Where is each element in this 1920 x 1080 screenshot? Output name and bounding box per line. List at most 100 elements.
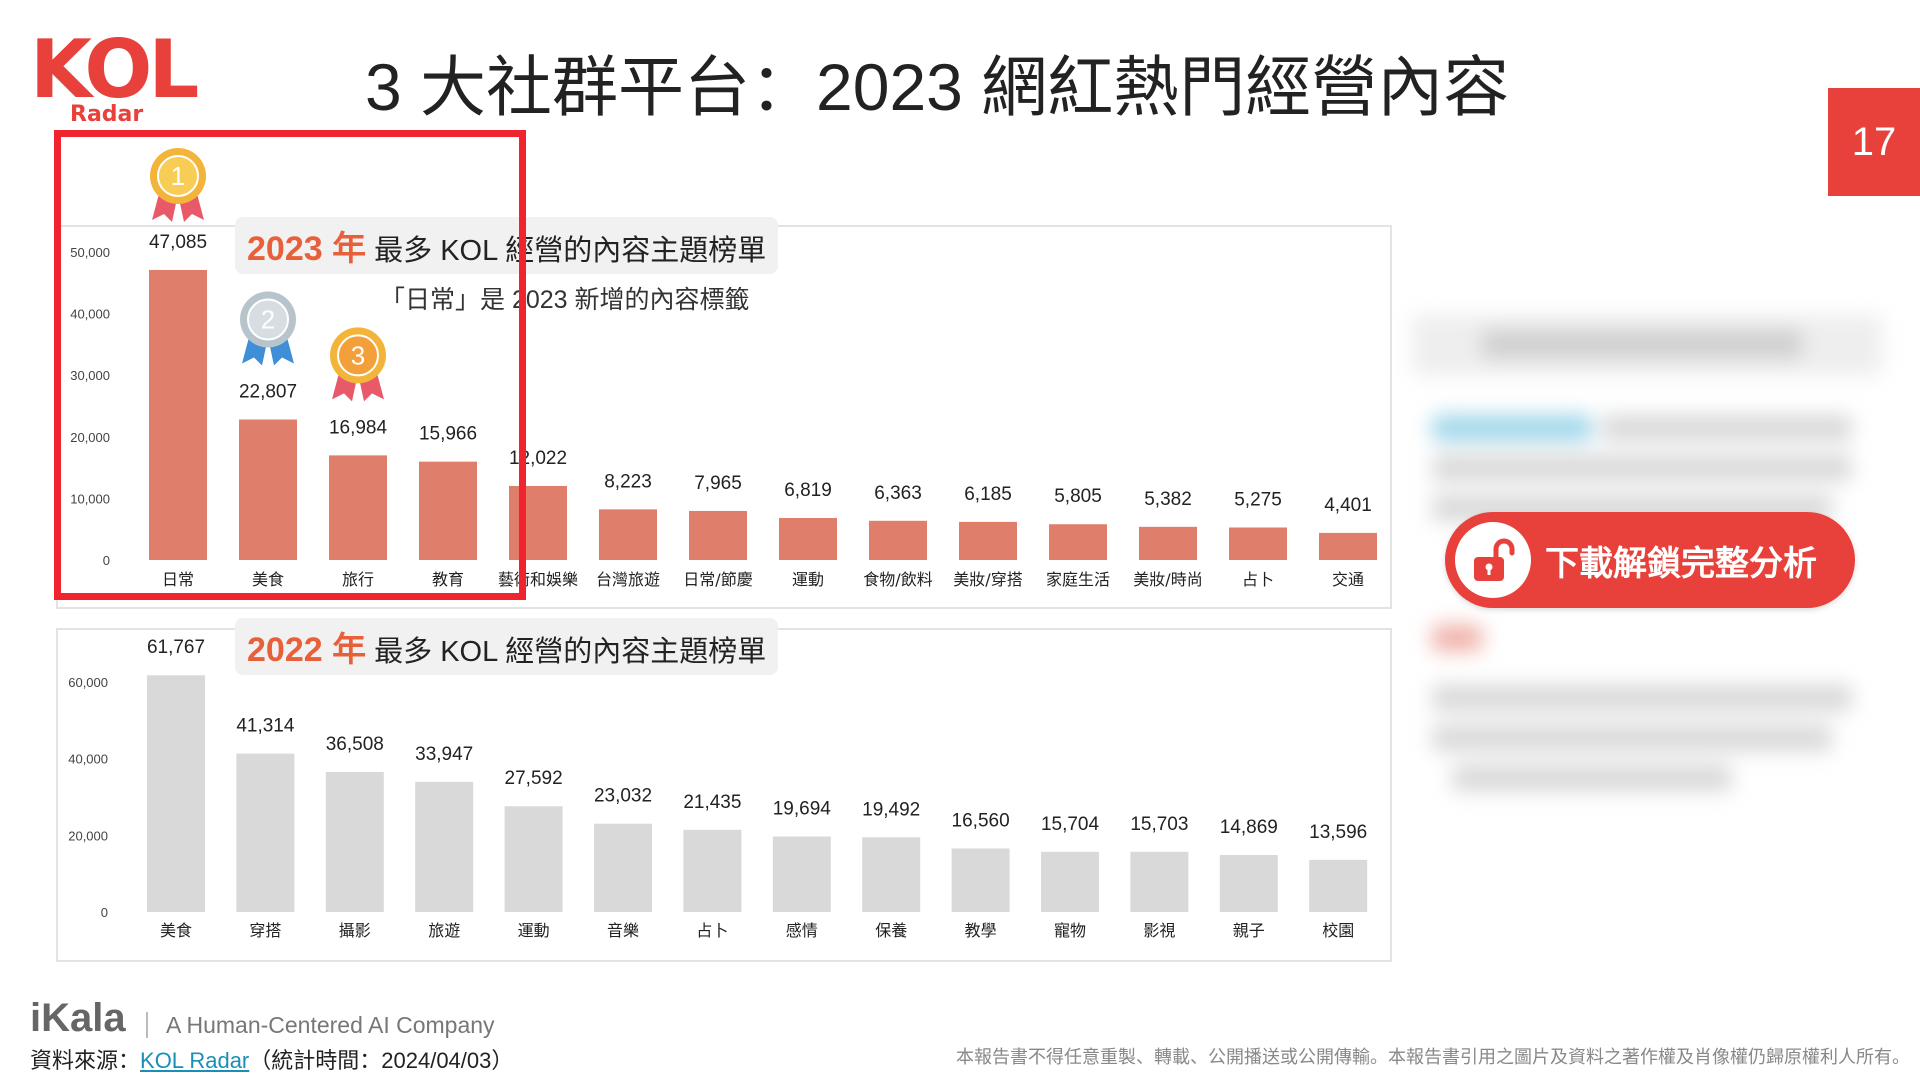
- y-tick-label: 60,000: [68, 675, 108, 690]
- data-label: 36,508: [326, 734, 384, 755]
- data-label: 6,363: [874, 483, 922, 504]
- logo-main-text: KOL: [30, 23, 199, 116]
- bar: [683, 829, 742, 912]
- blur-block: [1432, 725, 1832, 751]
- bar: [862, 837, 921, 912]
- category-label: 教學: [965, 921, 997, 940]
- data-label: 8,223: [604, 471, 652, 492]
- y-tick-label: 20,000: [70, 430, 110, 445]
- data-label: 14,869: [1220, 817, 1278, 838]
- data-label: 15,704: [1041, 814, 1100, 835]
- category-label: 音樂: [607, 921, 639, 940]
- category-label: 教育: [432, 570, 464, 589]
- source-prefix: 資料來源：: [30, 1048, 141, 1073]
- download-unlock-button[interactable]: 下載解鎖完整分析: [1445, 512, 1855, 608]
- chart-heading-year: 2023 年: [247, 230, 367, 268]
- y-tick-label: 30,000: [70, 368, 110, 383]
- source-suffix: （統計時間：2024/04/03）: [249, 1048, 514, 1073]
- data-label: 12,022: [509, 448, 567, 469]
- data-label: 41,314: [236, 716, 295, 737]
- category-label: 校園: [1322, 921, 1354, 940]
- bar: [689, 510, 747, 560]
- bar: [599, 509, 657, 560]
- data-label: 5,275: [1234, 490, 1282, 511]
- blur-block: [1432, 685, 1852, 711]
- ikala-logo: iKala: [30, 996, 126, 1040]
- ikala-tagline: A Human-Centered AI Company: [166, 1012, 495, 1038]
- category-label: 旅遊: [428, 921, 460, 940]
- bar: [1319, 532, 1377, 560]
- category-label: 運動: [792, 570, 824, 589]
- y-tick-label: 40,000: [70, 307, 110, 322]
- blur-block: [1432, 625, 1482, 651]
- logo-sub-text: Radar: [70, 102, 144, 127]
- medal-rank: 2: [261, 305, 275, 335]
- category-label: 藝術和娛樂: [498, 570, 578, 589]
- data-label: 33,947: [415, 744, 473, 765]
- category-label: 日常/節慶: [683, 570, 752, 589]
- bar: [1049, 524, 1107, 560]
- category-label: 美食: [160, 921, 192, 940]
- category-label: 美妝/時尚: [1133, 570, 1202, 589]
- bar: [869, 520, 927, 560]
- blur-block: [1482, 330, 1802, 358]
- blur-block: [1432, 455, 1852, 481]
- chart-heading-text: 最多 KOL 經營的內容主題榜單: [366, 235, 767, 267]
- category-label: 交通: [1332, 570, 1364, 589]
- data-label: 22,807: [239, 382, 297, 403]
- y-tick-label: 0: [103, 553, 110, 568]
- data-label: 6,185: [964, 484, 1012, 505]
- bar: [239, 419, 297, 560]
- bar: [236, 753, 295, 912]
- data-label: 4,401: [1324, 495, 1372, 516]
- y-tick-label: 20,000: [68, 828, 108, 843]
- y-tick-label: 40,000: [68, 752, 108, 767]
- data-label: 21,435: [683, 792, 741, 813]
- medal-rank: 1: [171, 161, 185, 191]
- category-label: 日常: [162, 570, 194, 589]
- bar: [415, 781, 474, 912]
- bar: [959, 521, 1017, 560]
- category-label: 美妝/穿搭: [953, 570, 1022, 589]
- page-title: 3 大社群平台：2023 網紅熱門經營內容: [365, 50, 1510, 124]
- data-label: 15,966: [419, 424, 477, 445]
- bar: [147, 675, 205, 912]
- unlock-button-label: 下載解鎖完整分析: [1545, 544, 1817, 583]
- data-label: 5,382: [1144, 489, 1192, 510]
- data-label: 16,984: [329, 417, 388, 438]
- bar: [325, 772, 384, 912]
- data-label: 47,085: [149, 232, 207, 253]
- y-tick-label: 10,000: [70, 491, 110, 506]
- medal-face: [157, 155, 199, 197]
- data-label: 23,032: [594, 786, 652, 807]
- category-label: 占卜: [696, 921, 728, 940]
- data-label: 6,819: [784, 480, 832, 501]
- category-label: 美食: [252, 570, 284, 589]
- data-label: 27,592: [505, 768, 563, 789]
- bar: [509, 485, 567, 560]
- chart-subtitle-2023: 「日常」是 2023 新增的內容標籤: [380, 286, 750, 314]
- bar: [419, 461, 477, 560]
- bar: [594, 823, 652, 912]
- blurred-locked-content: [1412, 305, 1892, 825]
- bar: [1229, 527, 1287, 560]
- data-label: 5,805: [1054, 486, 1102, 507]
- bar: [1309, 859, 1368, 912]
- bar: [1130, 851, 1189, 912]
- copyright-disclaimer: 本報告書不得任意重製、轉載、公開播送或公開傳輸。本報告書引用之圖片及資料之著作權…: [956, 1047, 1910, 1067]
- bar: [329, 455, 387, 560]
- medal-face: [337, 334, 379, 377]
- chart-heading-text: 最多 KOL 經營的內容主題榜單: [366, 636, 767, 668]
- blur-block: [1452, 765, 1732, 791]
- blur-block: [1602, 415, 1852, 441]
- category-label: 感情: [786, 921, 818, 940]
- y-tick-label: 50,000: [70, 245, 110, 260]
- footer-divider: [146, 1012, 148, 1038]
- category-label: 親子: [1233, 921, 1265, 940]
- chart-heading-2023: 2023 年 最多 KOL 經營的內容主題榜單: [235, 217, 779, 274]
- chart-heading-year: 2022 年: [247, 631, 367, 669]
- bar: [1139, 526, 1197, 560]
- bar: [149, 269, 207, 560]
- kol-radar-link[interactable]: KOL Radar: [140, 1048, 250, 1073]
